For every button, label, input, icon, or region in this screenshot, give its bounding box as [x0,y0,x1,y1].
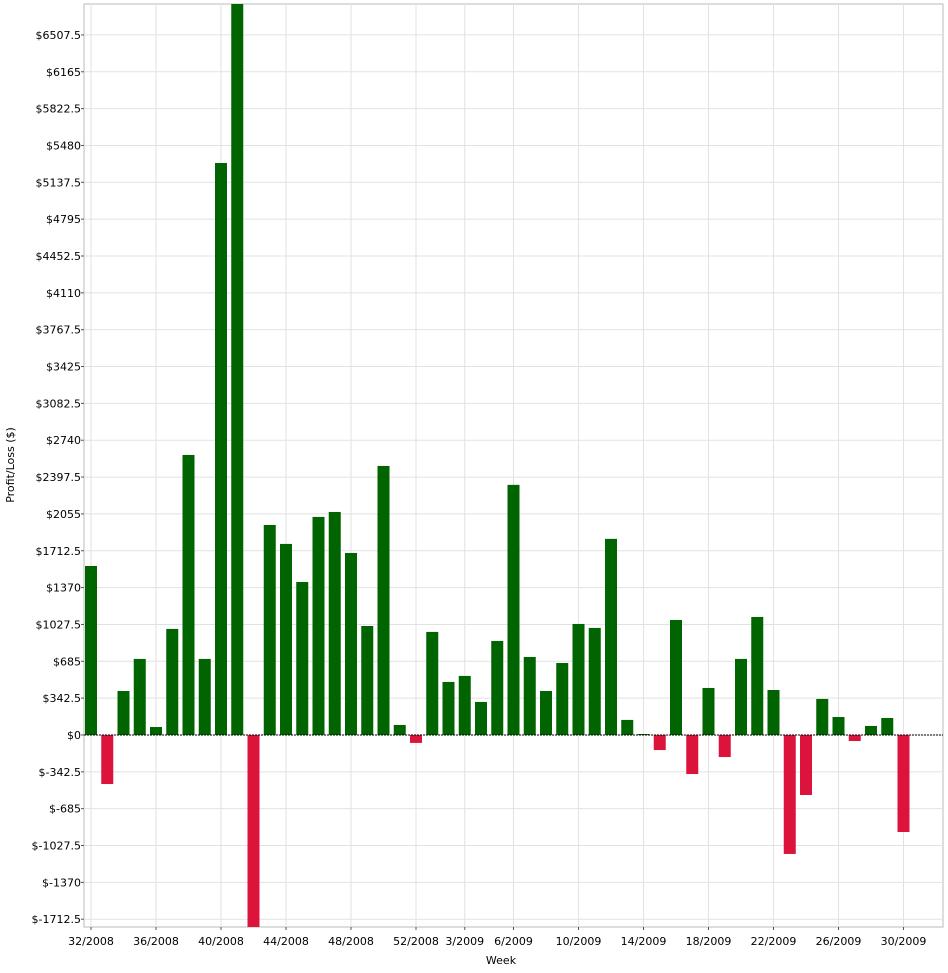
bar [426,631,439,735]
bar [865,725,877,735]
bar [475,701,487,735]
bar [702,687,715,735]
bar [848,734,861,742]
x-tick-label: 30/2009 [881,935,927,948]
y-tick-label: $-685 [49,803,81,816]
y-tick-label: $5137.5 [36,176,82,189]
bar [897,734,910,833]
bar [150,727,162,735]
y-tick-label: $2397.5 [36,471,82,484]
bar [783,734,796,854]
x-axis-title: Week [486,954,517,967]
bar [523,656,536,735]
x-tick-label: 44/2008 [263,935,309,948]
bar [328,511,341,735]
y-tick-label: $342.5 [43,692,82,705]
bar [816,698,829,735]
y-tick-label: $-1712.5 [32,913,81,926]
y-tick-label: $3425 [46,361,81,374]
y-tick-label: $3082.5 [36,397,82,410]
bar [572,623,585,735]
x-tick-label: 26/2009 [816,935,862,948]
bar [832,717,845,735]
bar [410,734,422,743]
bar [182,454,195,735]
bar [670,619,682,735]
bar [101,734,114,785]
bar [377,465,390,735]
y-tick-label: $5480 [46,139,81,152]
bar [231,4,244,735]
x-tick-label: 36/2008 [133,935,179,948]
y-tick-label: $1370 [46,582,81,595]
y-tick-label: $5822.5 [36,103,82,116]
x-tick-label: 48/2008 [328,935,374,948]
bar [361,626,374,735]
y-tick-label: $1027.5 [36,618,82,631]
y-tick-label: $4452.5 [36,250,82,263]
bar [133,658,146,735]
bar [605,538,617,735]
y-axis-title: Profit/Loss ($) [4,427,17,503]
bar [458,675,471,735]
labels: $-1712.5 $-1370 $-1027.5 $-685 $-342.5 $0 $342… [32,29,943,948]
bar [540,690,552,735]
y-tick-label: $2740 [46,434,81,447]
x-tick-label: 18/2009 [686,935,732,948]
y-tick-label: $0 [67,729,81,742]
bars [85,4,910,927]
bar [345,552,357,735]
bar [442,681,455,735]
x-tick-label: 22/2009 [751,935,797,948]
bar [166,628,179,735]
bar [767,690,780,735]
x-tick-label: 40/2008 [198,935,244,948]
y-tick-label: $4795 [46,213,81,226]
y-tick-label: $6165 [46,66,81,79]
bar [588,627,601,735]
x-tick-label: 3/2009 [445,935,484,948]
bar [280,543,292,735]
bar [686,734,699,775]
y-tick-label: $685 [53,655,81,668]
x-tick-label: 52/2008 [393,935,439,948]
bar [393,724,406,735]
y-tick-label: $2055 [46,508,81,521]
bar [800,734,812,796]
bar [751,616,764,735]
bar [215,162,227,735]
y-tick-label: $4110 [46,287,81,300]
bar [117,690,130,735]
y-tick-label: $-342.5 [39,766,81,779]
bar [198,658,211,735]
bar [507,484,520,735]
bar [247,734,260,927]
y-tick-label: $6507.5 [36,29,82,42]
bar [491,640,504,735]
bar [718,734,731,758]
x-tick-label: 6/2009 [494,935,533,948]
bar [881,717,894,735]
bar [621,719,634,735]
x-tick-label: 10/2009 [556,935,602,948]
y-tick-label: $1712.5 [36,545,82,558]
bar [85,565,97,735]
x-tick-label: 14/2009 [621,935,667,948]
x-tick-label: 32/2008 [68,935,114,948]
bar [263,524,276,735]
bar [653,734,666,751]
bar [312,516,325,735]
y-tick-label: $3767.5 [36,324,82,337]
bar [556,663,569,735]
bar [735,658,747,735]
bar [296,582,309,735]
y-tick-label: $-1370 [42,876,81,889]
y-tick-label: $-1027.5 [32,840,81,853]
